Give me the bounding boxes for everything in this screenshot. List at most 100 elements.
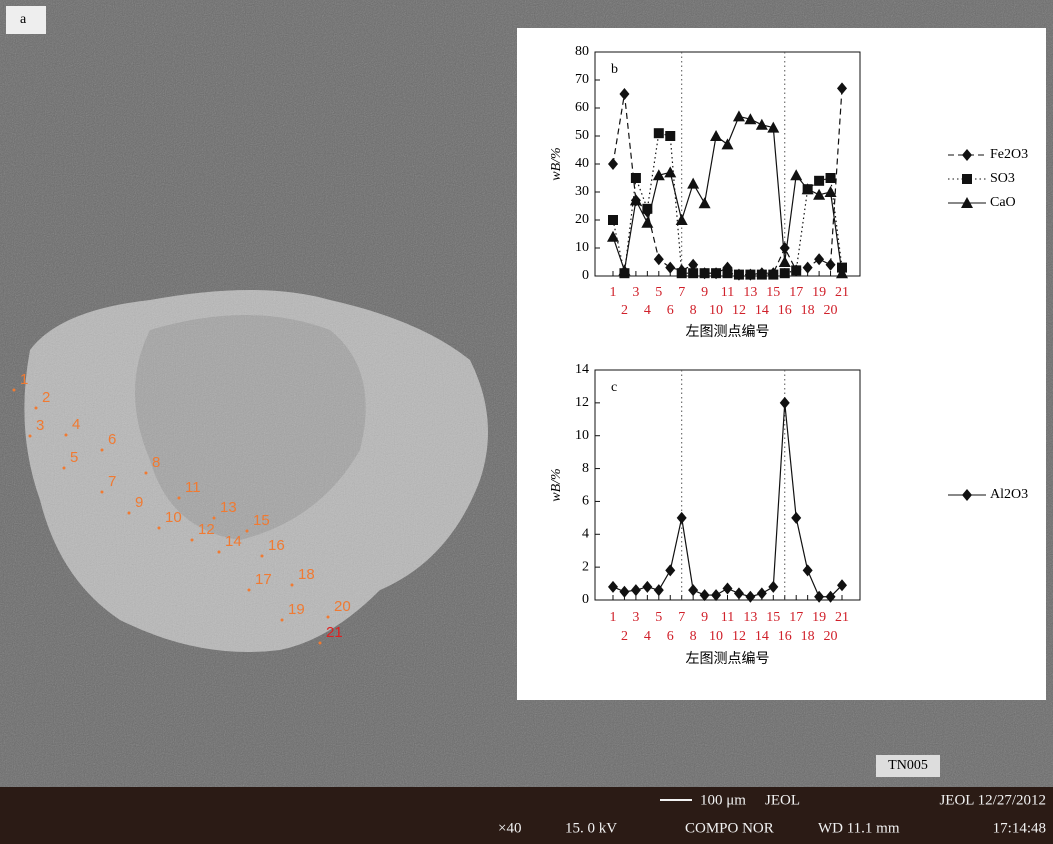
y-tick-label: 30 <box>575 184 589 199</box>
point-dot <box>157 526 161 530</box>
marker <box>813 188 826 200</box>
y-tick-label: 60 <box>575 100 589 115</box>
x-tick-label: 4 <box>644 629 651 644</box>
point-dot <box>34 406 38 410</box>
marker <box>652 169 665 181</box>
x-tick-label: 10 <box>709 303 723 318</box>
marker <box>608 580 618 593</box>
point-label: 20 <box>334 598 351 615</box>
marker <box>630 173 641 183</box>
marker <box>711 589 722 602</box>
marker <box>676 511 687 524</box>
marker <box>825 258 836 271</box>
point-dot <box>318 641 322 645</box>
x-tick-label: 19 <box>812 610 826 625</box>
marker <box>825 173 836 183</box>
y-tick-label: 10 <box>575 240 589 255</box>
y-tick-label: 0 <box>582 592 589 607</box>
x-tick-label: 20 <box>824 629 838 644</box>
sample-box <box>876 755 940 777</box>
marker <box>802 261 813 274</box>
marker <box>733 587 744 600</box>
marker <box>791 265 802 276</box>
x-tick-label: 2 <box>621 303 628 318</box>
legend-label: CaO <box>990 195 1016 210</box>
marker <box>664 166 677 178</box>
marker <box>756 269 767 280</box>
x-tick-label: 18 <box>801 303 815 318</box>
y-axis-title: wB/% <box>549 147 564 180</box>
point-dot <box>190 538 194 542</box>
marker <box>825 590 836 603</box>
point-label: 10 <box>165 509 182 526</box>
x-tick-label: 7 <box>678 285 685 300</box>
point-dot <box>245 529 249 533</box>
point-dot <box>177 496 181 500</box>
marker <box>814 175 825 186</box>
marker <box>768 580 779 593</box>
inset-panel <box>517 28 1046 700</box>
point-label: 9 <box>135 494 143 511</box>
marker <box>619 585 630 598</box>
marker <box>608 158 618 170</box>
marker <box>608 215 618 225</box>
point-label: 3 <box>36 417 44 434</box>
marker <box>790 169 803 181</box>
x-tick-label: 18 <box>801 629 815 644</box>
maker: JEOL <box>765 792 800 808</box>
point-label: 16 <box>268 537 285 554</box>
marker <box>791 511 802 524</box>
x-tick-label: 13 <box>743 285 757 300</box>
marker <box>778 256 791 267</box>
point-dot <box>100 448 104 452</box>
marker <box>653 128 664 139</box>
date: JEOL 12/27/2012 <box>939 792 1046 808</box>
marker <box>837 82 847 95</box>
marker <box>607 230 619 242</box>
x-tick-label: 1 <box>610 285 617 300</box>
marker <box>779 268 790 279</box>
x-tick-label: 19 <box>812 285 826 300</box>
marker <box>653 253 664 266</box>
x-tick-label: 9 <box>701 610 708 625</box>
panel-label: c <box>611 380 617 395</box>
point-label: 17 <box>255 571 272 588</box>
marker <box>665 261 676 274</box>
marker <box>779 396 790 409</box>
point-dot <box>247 588 251 592</box>
y-tick-label: 12 <box>575 395 589 410</box>
point-dot <box>260 554 264 558</box>
y-tick-label: 40 <box>575 156 589 171</box>
x-tick-label: 5 <box>655 285 662 300</box>
marker <box>675 214 688 225</box>
footer <box>0 787 1053 844</box>
marker <box>688 584 699 597</box>
point-label: 1 <box>20 371 28 388</box>
marker <box>688 268 699 279</box>
y-tick-label: 8 <box>582 461 589 476</box>
x-tick-label: 6 <box>667 303 674 318</box>
magnification: ×40 <box>498 820 521 836</box>
marker <box>814 253 825 266</box>
x-axis-title: 左图测点编号 <box>686 324 770 340</box>
marker <box>721 138 734 150</box>
x-tick-label: 20 <box>824 303 838 318</box>
marker <box>745 590 756 603</box>
marker <box>837 579 847 592</box>
point-label: 15 <box>253 512 270 529</box>
marker <box>767 121 780 133</box>
x-tick-label: 17 <box>789 285 803 300</box>
point-label: 7 <box>108 473 116 490</box>
point-dot <box>290 583 294 587</box>
marker <box>733 269 744 280</box>
marker <box>711 268 722 279</box>
marker <box>618 264 631 276</box>
marker <box>732 110 745 122</box>
y-tick-label: 20 <box>575 212 589 227</box>
marker <box>698 197 711 209</box>
point-dot <box>100 490 104 494</box>
point-dot <box>62 466 66 470</box>
y-tick-label: 50 <box>575 128 589 143</box>
y-tick-label: 2 <box>582 559 589 574</box>
marker <box>619 88 630 100</box>
